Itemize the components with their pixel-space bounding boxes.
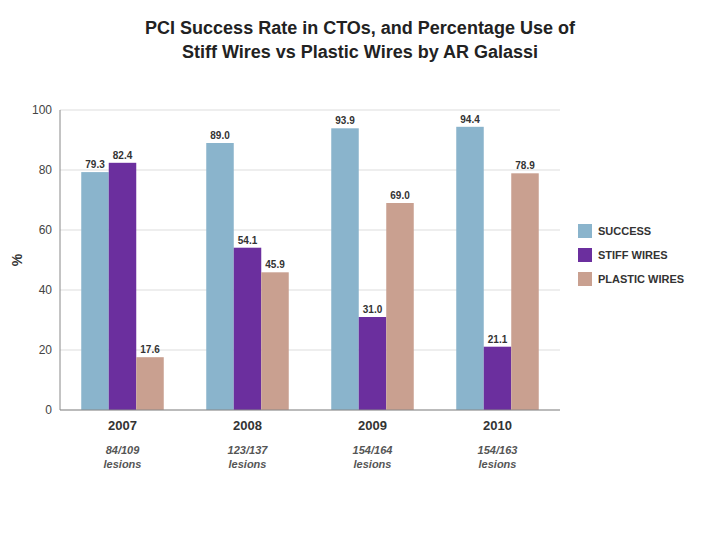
y-axis-label: % bbox=[9, 253, 25, 266]
y-tick-label: 80 bbox=[39, 163, 53, 177]
title-line: PCI Success Rate in CTOs, and Percentage… bbox=[145, 18, 576, 38]
y-tick-label: 0 bbox=[45, 403, 52, 417]
annotation-line: lesions bbox=[354, 458, 392, 470]
bar bbox=[234, 248, 262, 410]
data-label: 69.0 bbox=[390, 190, 410, 201]
y-tick-label: 40 bbox=[39, 283, 53, 297]
data-labels: 79.3 89.0 93.9 94.4 82.4 54.1 31.0 21.1 17.6 45.9… bbox=[85, 114, 535, 355]
x-axis-line bbox=[60, 410, 560, 411]
bar bbox=[206, 143, 234, 410]
legend-label: STIFF WIRES bbox=[598, 249, 668, 261]
annotation: 154/164 lesions bbox=[353, 444, 393, 470]
data-label: 89.0 bbox=[210, 130, 230, 141]
y-axis-line bbox=[60, 110, 61, 410]
data-label: 21.1 bbox=[488, 334, 508, 345]
x-tick-label: 2007 bbox=[108, 418, 137, 433]
bars bbox=[81, 127, 539, 410]
y-tick-label: 60 bbox=[39, 223, 53, 237]
annotation-line: lesions bbox=[229, 458, 267, 470]
bar bbox=[136, 357, 164, 410]
x-tick-label: 2010 bbox=[483, 418, 512, 433]
title: PCI Success Rate in CTOs, and Percentage… bbox=[145, 18, 576, 62]
data-label: 94.4 bbox=[460, 114, 480, 125]
bar bbox=[511, 173, 539, 410]
annotation-line: lesions bbox=[104, 458, 142, 470]
annotation-line: 154/164 bbox=[353, 444, 393, 456]
data-label: 17.6 bbox=[140, 344, 160, 355]
bar bbox=[386, 203, 414, 410]
annotation-line: 123/137 bbox=[228, 444, 269, 456]
title-line: Stiff Wires vs Plastic Wires by AR Galas… bbox=[182, 42, 538, 62]
data-label: 31.0 bbox=[363, 304, 383, 315]
legend-swatch bbox=[578, 248, 592, 262]
x-tick-label: 2009 bbox=[358, 418, 387, 433]
annotation: 154/163 lesions bbox=[478, 444, 518, 470]
annotation: 123/137 lesions bbox=[228, 444, 269, 470]
data-label: 78.9 bbox=[515, 160, 535, 171]
bar bbox=[261, 272, 289, 410]
grid-line bbox=[60, 410, 560, 411]
annotation-line: 154/163 bbox=[478, 444, 518, 456]
chart: PCI Success Rate in CTOs, and Percentage… bbox=[0, 0, 720, 540]
y-tick-label: 100 bbox=[32, 103, 52, 117]
x-tick-label: 2008 bbox=[233, 418, 262, 433]
data-label: 54.1 bbox=[238, 235, 258, 246]
annotation: 84/109 lesions bbox=[104, 444, 142, 470]
data-label: 82.4 bbox=[113, 150, 133, 161]
annotation-line: 84/109 bbox=[106, 444, 141, 456]
annotation-line: lesions bbox=[479, 458, 517, 470]
data-label: 93.9 bbox=[335, 115, 355, 126]
legend-swatch bbox=[578, 224, 592, 238]
data-label: 79.3 bbox=[85, 159, 105, 170]
legend-label: SUCCESS bbox=[598, 225, 651, 237]
legend: SUCCESS STIFF WIRES PLASTIC WIRES bbox=[578, 224, 684, 286]
legend-swatch bbox=[578, 272, 592, 286]
grid-line bbox=[60, 110, 560, 111]
legend-label: PLASTIC WIRES bbox=[598, 273, 684, 285]
bar bbox=[456, 127, 484, 410]
bar bbox=[81, 172, 109, 410]
data-label: 45.9 bbox=[265, 259, 285, 270]
bar bbox=[109, 163, 137, 410]
y-tick-label: 20 bbox=[39, 343, 53, 357]
y-axis: 0 20 40 60 80 100 bbox=[32, 103, 560, 417]
bar bbox=[484, 347, 512, 410]
bar bbox=[331, 128, 359, 410]
bar bbox=[359, 317, 387, 410]
